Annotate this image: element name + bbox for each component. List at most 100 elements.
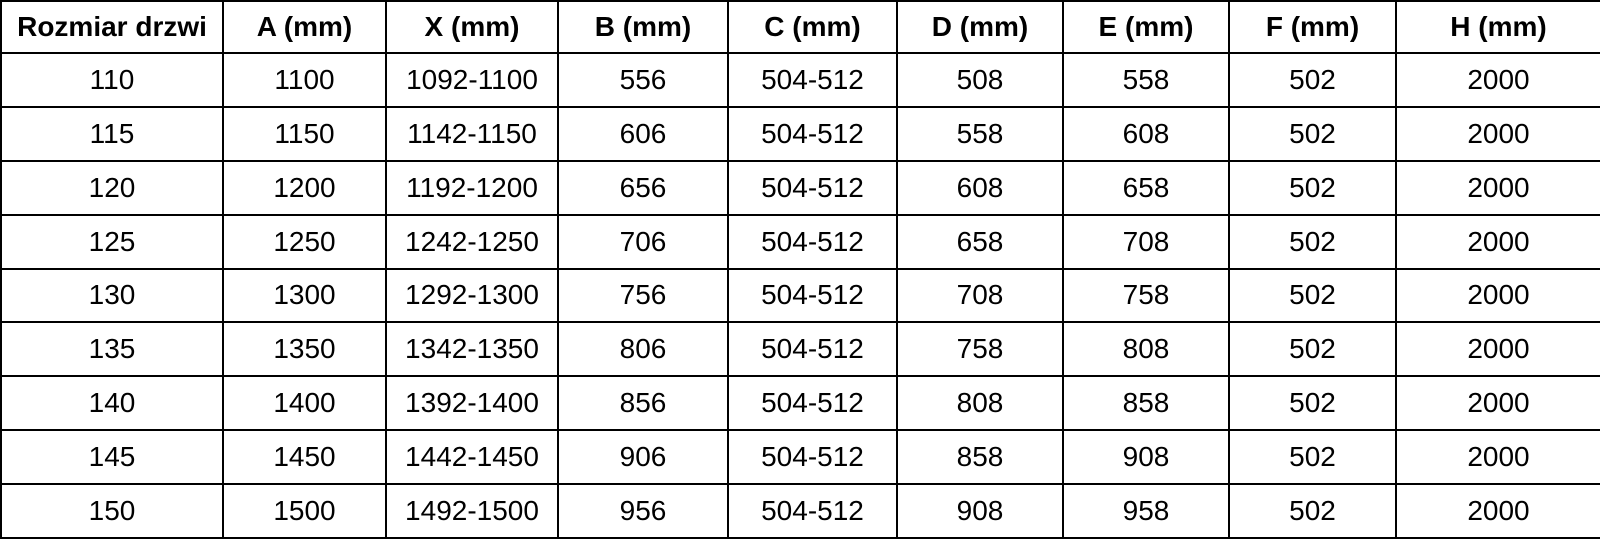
table-cell: 858 (1062, 375, 1230, 432)
table-row: 130 1300 1292-1300 756 504-512 708 758 502 2000 (0, 267, 1600, 324)
table-cell: 806 (557, 321, 729, 378)
table-cell: 504-512 (727, 267, 898, 324)
table-cell: 906 (557, 429, 729, 485)
table-cell: 502 (1228, 483, 1397, 539)
table-row: 110 1100 1092-1100 556 504-512 508 558 502 2000 (0, 52, 1600, 108)
table-cell: 502 (1228, 105, 1397, 162)
table-cell: 558 (896, 105, 1064, 162)
table-row: 145 1450 1442-1450 906 504-512 858 908 502 2000 (0, 429, 1600, 485)
table-cell: 858 (896, 429, 1064, 485)
table-cell: 1150 (222, 105, 387, 162)
table-cell: 2000 (1395, 213, 1600, 270)
table-cell: 908 (1062, 429, 1230, 485)
table-cell: 1142-1150 (385, 105, 559, 162)
column-header: E (mm) (1062, 0, 1230, 54)
table-cell: 708 (1062, 213, 1230, 270)
table-cell: 135 (0, 321, 224, 378)
table-row: 115 1150 1142-1150 606 504-512 558 608 502 2000 (0, 105, 1600, 162)
table-cell: 1392-1400 (385, 375, 559, 432)
table-cell: 658 (896, 213, 1064, 270)
table-cell: 2000 (1395, 105, 1600, 162)
table-cell: 558 (1062, 52, 1230, 108)
table-cell: 140 (0, 375, 224, 432)
table-cell: 556 (557, 52, 729, 108)
table-cell: 502 (1228, 213, 1397, 270)
table-cell: 504-512 (727, 375, 898, 432)
table-cell: 504-512 (727, 52, 898, 108)
column-header: X (mm) (385, 0, 559, 54)
table-cell: 130 (0, 267, 224, 324)
table-cell: 608 (896, 159, 1064, 216)
table-row: 120 1200 1192-1200 656 504-512 608 658 502 2000 (0, 159, 1600, 216)
table-cell: 145 (0, 429, 224, 485)
table-row: 135 1350 1342-1350 806 504-512 758 808 502 2000 (0, 321, 1600, 378)
table-cell: 1342-1350 (385, 321, 559, 378)
table-cell: 1450 (222, 429, 387, 485)
table-cell: 1442-1450 (385, 429, 559, 485)
table-cell: 1092-1100 (385, 52, 559, 108)
table-cell: 1242-1250 (385, 213, 559, 270)
table-cell: 706 (557, 213, 729, 270)
column-header: D (mm) (896, 0, 1064, 54)
table-cell: 1292-1300 (385, 267, 559, 324)
table-cell: 1250 (222, 213, 387, 270)
table-cell: 2000 (1395, 159, 1600, 216)
table-cell: 504-512 (727, 105, 898, 162)
table-cell: 908 (896, 483, 1064, 539)
table-cell: 504-512 (727, 159, 898, 216)
table-cell: 808 (896, 375, 1064, 432)
table-cell: 2000 (1395, 429, 1600, 485)
table-cell: 658 (1062, 159, 1230, 216)
table-cell: 808 (1062, 321, 1230, 378)
table-cell: 502 (1228, 267, 1397, 324)
table-cell: 656 (557, 159, 729, 216)
table-cell: 1100 (222, 52, 387, 108)
table-cell: 2000 (1395, 375, 1600, 432)
table-cell: 504-512 (727, 213, 898, 270)
table-cell: 2000 (1395, 52, 1600, 108)
table-cell: 606 (557, 105, 729, 162)
table-cell: 756 (557, 267, 729, 324)
table-row: 125 1250 1242-1250 706 504-512 658 708 502 2000 (0, 213, 1600, 270)
table-cell: 1300 (222, 267, 387, 324)
table-cell: 502 (1228, 52, 1397, 108)
table-cell: 502 (1228, 159, 1397, 216)
column-header: H (mm) (1395, 0, 1600, 54)
column-header: F (mm) (1228, 0, 1397, 54)
table-cell: 504-512 (727, 429, 898, 485)
table-cell: 502 (1228, 321, 1397, 378)
table-cell: 1400 (222, 375, 387, 432)
table-cell: 504-512 (727, 321, 898, 378)
table-cell: 125 (0, 213, 224, 270)
table-cell: 1492-1500 (385, 483, 559, 539)
column-header: A (mm) (222, 0, 387, 54)
table-cell: 708 (896, 267, 1064, 324)
table-cell: 1200 (222, 159, 387, 216)
table-cell: 504-512 (727, 483, 898, 539)
table-cell: 608 (1062, 105, 1230, 162)
table-row: 150 1500 1492-1500 956 504-512 908 958 502 2000 (0, 483, 1600, 539)
table-cell: 1500 (222, 483, 387, 539)
table-cell: 958 (1062, 483, 1230, 539)
table-cell: 856 (557, 375, 729, 432)
column-header: Rozmiar drzwi (0, 0, 224, 54)
table-cell: 120 (0, 159, 224, 216)
column-header: B (mm) (557, 0, 729, 54)
table-cell: 2000 (1395, 483, 1600, 539)
table-cell: 502 (1228, 429, 1397, 485)
table-cell: 758 (896, 321, 1064, 378)
table-row: 140 1400 1392-1400 856 504-512 808 858 502 2000 (0, 375, 1600, 432)
table-cell: 110 (0, 52, 224, 108)
table-cell: 115 (0, 105, 224, 162)
header-row: Rozmiar drzwi A (mm) X (mm) B (mm) C (mm) D (… (0, 0, 1600, 54)
table-cell: 2000 (1395, 321, 1600, 378)
table-cell: 758 (1062, 267, 1230, 324)
column-header: C (mm) (727, 0, 898, 54)
table-cell: 150 (0, 483, 224, 539)
table-cell: 508 (896, 52, 1064, 108)
table-cell: 1192-1200 (385, 159, 559, 216)
table-cell: 2000 (1395, 267, 1600, 324)
table-body: 110 1100 1092-1100 556 504-512 508 558 502 2000 1… (0, 52, 1600, 539)
